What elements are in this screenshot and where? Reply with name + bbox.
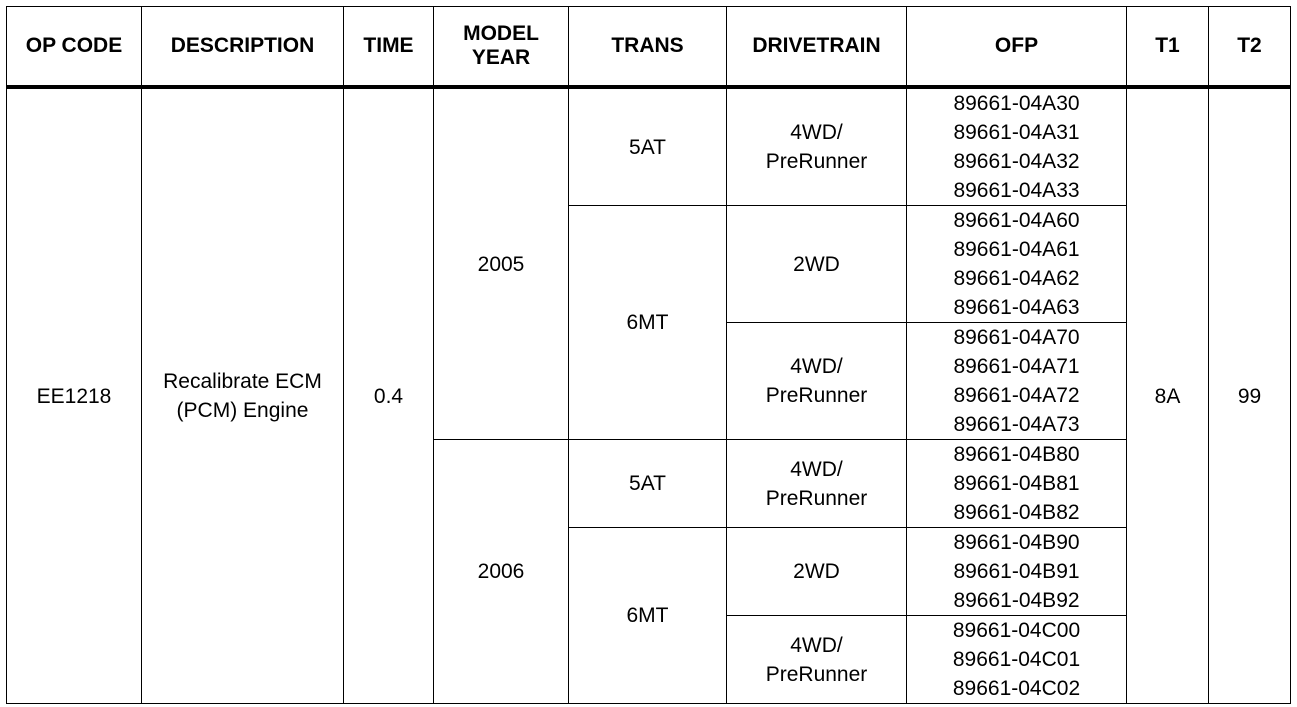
ofp-cell: 89661-04C00 89661-04C01 89661-04C02 — [906, 615, 1127, 704]
ofp-number: 89661-04A63 — [953, 296, 1080, 319]
drivetrain: 2WD — [726, 527, 907, 616]
time: 0.4 — [343, 86, 434, 704]
model-year: 2005 — [433, 86, 569, 440]
table-row: 4WD/ PreRunner 89661-04C00 89661-04C01 8966… — [7, 615, 1291, 704]
ofp-number: 89661-04A71 — [953, 355, 1080, 378]
ofp-number: 89661-04B92 — [953, 589, 1080, 612]
ofp-number: 89661-04A72 — [953, 384, 1080, 407]
ofp-cell: 89661-04B80 89661-04B81 89661-04B82 — [906, 439, 1127, 528]
ofp-cell: 89661-04A30 89661-04A31 89661-04A32 89661-0… — [906, 86, 1127, 206]
header-row: OP CODE DESCRIPTION TIME MODEL YEAR TRANS DRI… — [6, 6, 1291, 89]
t2: 99 — [1208, 86, 1291, 704]
ofp-number: 89661-04B91 — [953, 560, 1080, 583]
ofp-number: 89661-04A61 — [953, 238, 1080, 261]
table-body: EE1218 Recalibrate ECM (PCM) Engine 0.4 200… — [6, 86, 1291, 704]
ofp-number: 89661-04C02 — [952, 677, 1081, 700]
column-header: TIME — [343, 6, 434, 89]
drivetrain: 2WD — [726, 205, 907, 323]
ofp-number: 89661-04A31 — [953, 121, 1080, 144]
ofp-cell: 89661-04B90 89661-04B91 89661-04B92 — [906, 527, 1127, 616]
ofp-number: 89661-04A30 — [953, 92, 1080, 115]
transmission: 5AT — [568, 86, 727, 206]
table-row: 4WD/ PreRunner 89661-04A70 89661-04A71 8966… — [7, 322, 1291, 440]
column-header: MODEL YEAR — [433, 6, 569, 89]
drivetrain: 4WD/ PreRunner — [726, 322, 907, 440]
drivetrain: 4WD/ PreRunner — [726, 439, 907, 528]
ofp-cell: 89661-04A70 89661-04A71 89661-04A72 89661-0… — [906, 322, 1127, 440]
drivetrain: 4WD/ PreRunner — [726, 86, 907, 206]
ofp-number: 89661-04A62 — [953, 267, 1080, 290]
column-header: DRIVETRAIN — [726, 6, 907, 89]
op-code: EE1218 — [6, 86, 142, 704]
column-header: OFP — [906, 6, 1127, 89]
ofp-table: OP CODE DESCRIPTION TIME MODEL YEAR TRANS DRI… — [6, 6, 1291, 704]
transmission: 5AT — [568, 439, 727, 528]
table-row: 6MT 2WD 89661-04A60 89661-04A61 89661-04A62 8… — [7, 205, 1291, 440]
column-header: T1 — [1126, 6, 1209, 89]
ofp-number: 89661-04A70 — [953, 326, 1080, 349]
ofp-number: 89661-04B90 — [953, 531, 1080, 554]
ofp-number: 89661-04B82 — [953, 501, 1080, 524]
ofp-number: 89661-04A73 — [953, 413, 1080, 436]
ofp-number: 89661-04C01 — [952, 648, 1081, 671]
column-header: OP CODE — [6, 6, 142, 89]
column-header: DESCRIPTION — [141, 6, 344, 89]
transmission: 6MT — [568, 527, 727, 704]
column-header: TRANS — [568, 6, 727, 89]
ofp-number: 89661-04B80 — [953, 443, 1080, 466]
drivetrain: 4WD/ PreRunner — [726, 615, 907, 704]
description: Recalibrate ECM (PCM) Engine — [141, 86, 344, 704]
ofp-number: 89661-04A32 — [953, 150, 1080, 173]
transmission: 6MT — [568, 205, 727, 440]
t1: 8A — [1126, 86, 1209, 704]
model-year: 2006 — [433, 439, 569, 704]
ofp-number: 89661-04A33 — [953, 179, 1080, 202]
table-row: 2006 5AT 4WD/ PreRunner 89661-04B80 89661-04… — [7, 439, 1291, 704]
ofp-cell: 89661-04A60 89661-04A61 89661-04A62 89661-0… — [906, 205, 1127, 323]
table-row: EE1218 Recalibrate ECM (PCM) Engine 0.4 200… — [6, 86, 1291, 704]
ofp-number: 89661-04C00 — [952, 619, 1081, 642]
column-header: T2 — [1208, 6, 1291, 89]
ofp-number: 89661-04A60 — [953, 209, 1080, 232]
ofp-number: 89661-04B81 — [953, 472, 1080, 495]
